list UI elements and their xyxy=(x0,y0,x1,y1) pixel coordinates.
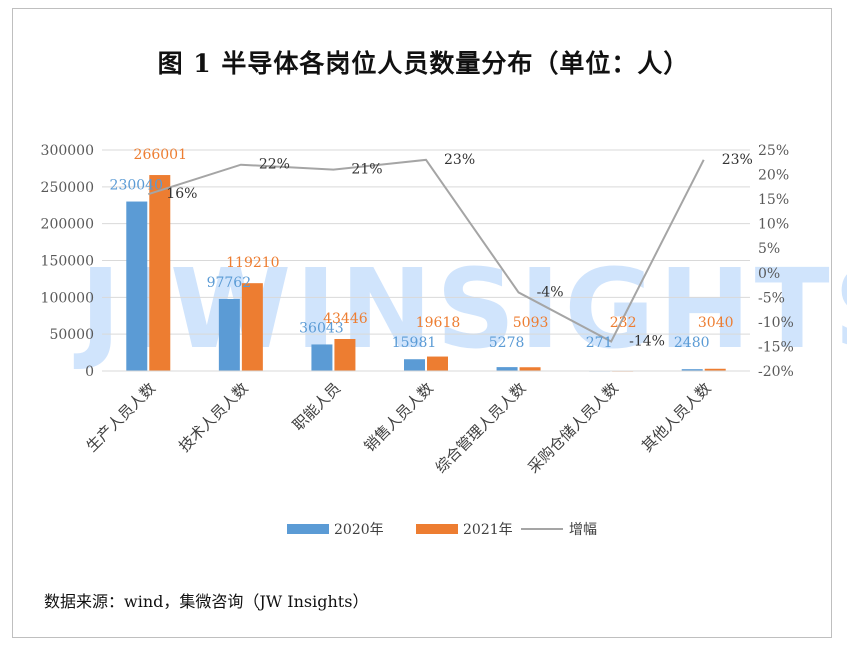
bar-2020 xyxy=(496,367,518,371)
x-category-label: 生产人员人数 xyxy=(83,379,159,455)
data-label-2021: 19618 xyxy=(416,315,461,331)
data-source-note: 数据来源：wind，集微咨询（JW Insights） xyxy=(44,592,369,611)
legend-label-growth: 增幅 xyxy=(569,522,597,538)
x-category-label: 其他人员人数 xyxy=(638,379,714,455)
y2-tick-label: -5% xyxy=(758,290,785,306)
y-tick-label: 150000 xyxy=(41,254,94,270)
legend-swatch-2021 xyxy=(416,524,458,534)
data-label-2021: 43446 xyxy=(323,311,368,327)
x-category-label: 综合管理人员人数 xyxy=(432,379,530,477)
y2-tick-label: 0% xyxy=(758,266,780,282)
data-label-2021: 119210 xyxy=(226,255,279,271)
y2-tick-label: -20% xyxy=(758,364,794,380)
y-tick-label: 0 xyxy=(85,364,94,380)
y2-tick-label: 25% xyxy=(758,143,789,159)
x-category-label: 销售人员人数 xyxy=(360,379,436,455)
growth-label: -14% xyxy=(629,334,665,350)
y2-tick-label: 20% xyxy=(758,168,789,184)
data-label-2020: 5278 xyxy=(489,335,525,351)
bar-2021 xyxy=(241,283,263,371)
y-tick-label: 200000 xyxy=(41,217,94,233)
y-tick-label: 50000 xyxy=(49,327,94,343)
bar-2020 xyxy=(404,359,425,371)
y2-tick-label: 15% xyxy=(758,192,789,208)
bar-2020 xyxy=(311,344,333,371)
growth-label: -4% xyxy=(537,284,564,300)
y2-tick-label: -15% xyxy=(758,339,794,355)
chart-canvas: 0 50000 100000 150000 200000 250000 300000 -20%… xyxy=(41,143,794,538)
legend-swatch-2020 xyxy=(287,524,329,534)
data-label-2021: 3040 xyxy=(698,315,734,331)
data-label-2020: 2480 xyxy=(674,335,710,351)
data-label-2020: 271 xyxy=(586,335,613,351)
bar-2021 xyxy=(704,368,726,371)
data-label-2020: 15981 xyxy=(392,335,437,351)
bar-2021 xyxy=(149,175,171,371)
legend-label-2020: 2020年 xyxy=(334,522,384,538)
bar-2020 xyxy=(126,201,148,371)
bar-2021 xyxy=(427,356,448,371)
chart-frame xyxy=(12,8,832,638)
x-category-label: 职能人员 xyxy=(289,379,344,434)
growth-label: 21% xyxy=(351,162,382,178)
bar-2021 xyxy=(334,338,356,371)
growth-label: 23% xyxy=(444,152,475,168)
growth-label: 23% xyxy=(722,152,753,168)
y2-tick-label: 5% xyxy=(758,241,780,257)
data-label-2021: 232 xyxy=(610,315,637,331)
bar-2020 xyxy=(218,298,240,371)
x-category-label: 技术人员人数 xyxy=(175,379,251,455)
bar-2021 xyxy=(519,367,541,371)
legend-label-2021: 2021年 xyxy=(463,522,513,538)
data-label-2020: 36043 xyxy=(299,320,344,336)
growth-label: 22% xyxy=(259,157,290,173)
growth-line xyxy=(147,158,705,343)
data-label-2020: 97762 xyxy=(207,275,252,291)
y2-tick-label: 10% xyxy=(758,217,789,233)
y-tick-label: 300000 xyxy=(41,143,94,159)
y-tick-label: 100000 xyxy=(41,290,94,306)
x-category-label: 采购仓储人员人数 xyxy=(524,379,622,477)
data-label-2020: 230040 xyxy=(110,178,163,194)
data-label-2021: 266001 xyxy=(134,147,187,163)
data-label-2021: 5093 xyxy=(513,315,549,331)
chart-title: 图 1 半导体各岗位人员数量分布（单位：人） xyxy=(157,49,690,78)
growth-label: 16% xyxy=(166,186,197,202)
y-tick-label: 250000 xyxy=(41,180,94,196)
bar-2020 xyxy=(681,369,703,371)
y2-tick-label: -10% xyxy=(758,315,794,331)
